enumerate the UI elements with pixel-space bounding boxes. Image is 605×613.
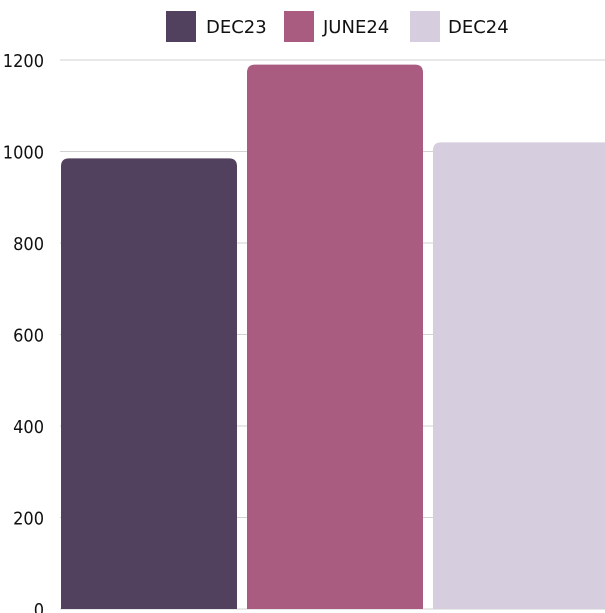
- legend-label-dec24: DEC24: [448, 17, 509, 38]
- y-tick-label-600: 600: [13, 326, 44, 347]
- legend-swatch-dec24: [410, 11, 440, 42]
- legend-swatch-june24: [284, 11, 314, 42]
- y-tick-label-1200: 1200: [3, 51, 44, 72]
- legend: DEC23 JUNE24 DEC24: [166, 11, 509, 42]
- y-tick-label-0: 0: [34, 600, 44, 613]
- legend-label-june24: JUNE24: [322, 17, 389, 38]
- bar-dec23: [61, 158, 237, 610]
- y-tick-label-200: 200: [13, 509, 44, 530]
- bar-dec24: [433, 142, 605, 609]
- y-tick-label-800: 800: [13, 234, 44, 255]
- y-axis: 0 200 400 600 800 1000 1200: [3, 51, 44, 613]
- y-tick-label-1000: 1000: [3, 143, 44, 164]
- bars: [61, 64, 605, 610]
- legend-swatch-dec23: [166, 11, 196, 42]
- bar-june24: [247, 64, 423, 609]
- y-tick-label-400: 400: [13, 417, 44, 438]
- legend-label-dec23: DEC23: [206, 17, 267, 38]
